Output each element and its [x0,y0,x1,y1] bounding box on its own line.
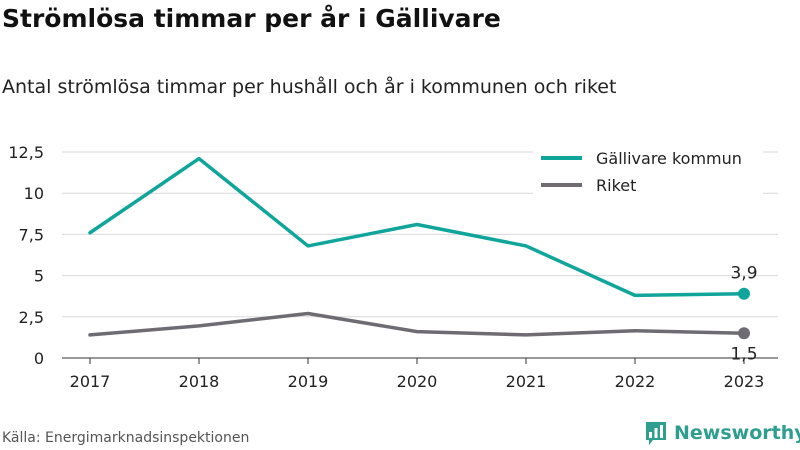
legend-box [533,140,763,200]
data-label: 3,9 [730,264,757,284]
legend-label: Riket [596,176,636,195]
x-tick-label: 2019 [288,372,329,391]
x-tick-label: 2022 [615,372,656,391]
x-tick-label: 2017 [70,372,111,391]
brand-name: Newsworthy [674,422,800,444]
brand-logo: Newsworthy [644,420,800,446]
chart-title: Strömlösa timmar per år i Gällivare [2,4,501,33]
y-tick-label: 2,5 [19,308,44,327]
data-label: 1,5 [730,344,757,364]
series-line [88,311,746,337]
y-tick-label: 0 [34,349,44,368]
series-end-point [738,327,750,340]
x-tick-label: 2020 [397,372,438,391]
y-tick-label: 5 [34,267,44,286]
source-note: Källa: Energimarknadsinspektionen [2,430,250,446]
chart-subtitle: Antal strömlösa timmar per hushåll och å… [2,76,617,98]
x-tick-label: 2023 [724,372,765,391]
legend-label: Gällivare kommun [596,149,742,168]
y-tick-label: 7,5 [19,225,44,244]
series-line [88,156,746,298]
x-tick-label: 2018 [179,372,220,391]
newsworthy-logo-icon [646,422,666,445]
y-tick-label: 10 [24,184,44,203]
line-chart: 0 2,5 5 7,5 10 12,5 2017 2018 2019 2020 2021 2022 20… [8,140,778,391]
x-tick-label: 2021 [506,372,547,391]
series-end-point [738,287,750,300]
y-tick-label: 12,5 [8,143,44,162]
